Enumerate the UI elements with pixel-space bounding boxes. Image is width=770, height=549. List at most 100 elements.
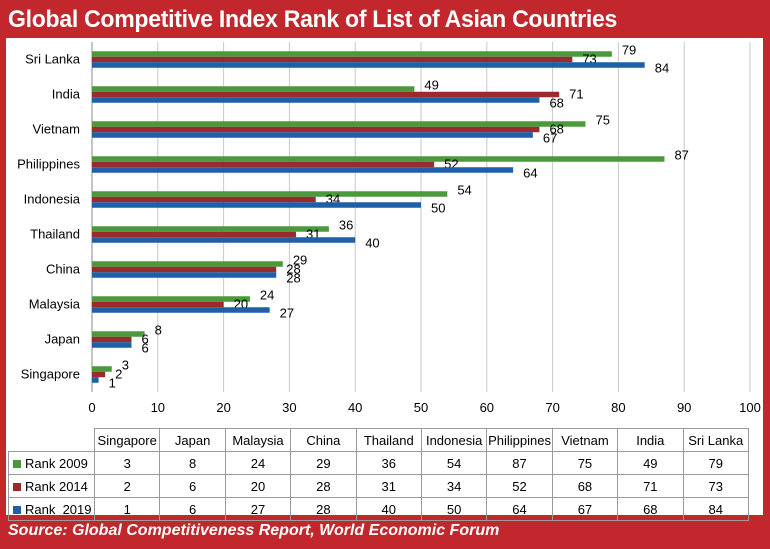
x-tick-label: 20 xyxy=(216,400,230,415)
table-column-header: Japan xyxy=(159,428,226,452)
data-label: 29 xyxy=(293,252,307,267)
data-table: Singapore Japan Malaysia China Thailand Indon… xyxy=(8,428,749,521)
data-label: 75 xyxy=(596,112,610,127)
table-column-header: Singapore xyxy=(93,428,161,452)
x-tick-label: 70 xyxy=(545,400,559,415)
bar xyxy=(92,86,415,92)
source-note: Source: Global Competitiveness Report, W… xyxy=(8,522,500,539)
data-label: 27 xyxy=(280,305,294,320)
y-category-label: Sri Lanka xyxy=(25,52,81,67)
bar xyxy=(92,296,250,302)
table-header-row: Singapore Japan Malaysia China Thailand Indon… xyxy=(8,428,749,452)
bar xyxy=(92,97,540,103)
bar xyxy=(92,126,540,133)
x-tick-label: 100 xyxy=(739,400,761,415)
x-tick-label: 90 xyxy=(677,400,691,415)
table-cell: 40 xyxy=(355,497,422,521)
data-label: 49 xyxy=(424,77,438,92)
bar xyxy=(92,226,329,232)
table-corner xyxy=(8,428,95,452)
bar xyxy=(92,231,296,238)
bar xyxy=(92,301,224,308)
y-category-label: Philippines xyxy=(17,157,80,172)
table-cell: 34 xyxy=(420,474,488,498)
data-label: 3 xyxy=(122,357,129,372)
data-label: 40 xyxy=(365,235,379,250)
table-column-header: Philippines xyxy=(486,428,553,452)
bar xyxy=(92,196,316,203)
data-label: 68 xyxy=(549,121,563,136)
bar xyxy=(92,237,356,243)
x-tick-label: 80 xyxy=(611,400,625,415)
table-cell: 67 xyxy=(551,497,619,521)
data-label: 1 xyxy=(109,375,116,390)
y-category-label: Singapore xyxy=(21,367,80,382)
data-label: 28 xyxy=(286,270,300,285)
table-column-header: Sri Lanka xyxy=(682,428,749,452)
data-label: 67 xyxy=(543,130,557,145)
table-column-header: India xyxy=(617,428,684,452)
legend-entry: Rank 2014 xyxy=(8,474,95,498)
table-column-header: Indonesia xyxy=(420,428,488,452)
bar xyxy=(92,167,514,173)
bar xyxy=(92,156,665,162)
table-cell: 1 xyxy=(93,497,161,521)
table-cell: 54 xyxy=(420,451,488,475)
table-row: Rank 2014 2 6 20 28 31 34 52 68 71 73 xyxy=(8,474,749,498)
data-label: 87 xyxy=(674,147,688,162)
y-category-label: Vietnam xyxy=(33,122,80,137)
table-column-header: China xyxy=(290,428,357,452)
table-cell: 50 xyxy=(420,497,488,521)
table-cell: 6 xyxy=(159,497,226,521)
bar xyxy=(92,62,645,68)
table-cell: 71 xyxy=(617,474,684,498)
table-cell: 3 xyxy=(93,451,161,475)
table-cell: 31 xyxy=(355,474,422,498)
bar xyxy=(92,202,421,208)
table-column-header: Thailand xyxy=(355,428,422,452)
x-tick-label: 30 xyxy=(282,400,296,415)
data-label: 50 xyxy=(431,200,445,215)
bar xyxy=(92,371,106,378)
data-label: 6 xyxy=(141,340,148,355)
bar xyxy=(92,56,573,63)
table-cell: 24 xyxy=(224,451,292,475)
table-row: Rank 2019 1 6 27 28 40 50 64 67 68 84 xyxy=(8,497,749,521)
data-label: 8 xyxy=(155,322,162,337)
table-cell: 36 xyxy=(355,451,422,475)
table-cell: 20 xyxy=(224,474,292,498)
bar xyxy=(92,307,270,313)
table-cell: 73 xyxy=(682,474,749,498)
bar xyxy=(92,336,132,343)
y-category-label: Japan xyxy=(45,332,80,347)
data-label: 79 xyxy=(622,42,636,57)
legend-swatch xyxy=(13,482,21,491)
table-cell: 28 xyxy=(290,497,357,521)
bar xyxy=(92,342,132,348)
data-label: 24 xyxy=(260,287,274,302)
data-label: 84 xyxy=(655,60,669,75)
legend-label: Rank 2009 xyxy=(25,455,88,471)
bar xyxy=(92,266,277,273)
data-label: 6 xyxy=(141,331,148,346)
x-tick-label: 0 xyxy=(88,400,95,415)
table-cell: 6 xyxy=(159,474,226,498)
y-category-label: India xyxy=(52,87,81,102)
table-cell: 29 xyxy=(290,451,357,475)
x-tick-label: 10 xyxy=(151,400,165,415)
data-label: 28 xyxy=(286,261,300,276)
table-cell: 8 xyxy=(159,451,226,475)
legend-label: Rank 2014 xyxy=(25,478,88,494)
y-category-label: China xyxy=(46,262,81,277)
data-label: 54 xyxy=(457,182,471,197)
table-cell: 75 xyxy=(551,451,619,475)
legend-label: Rank 2019 xyxy=(25,501,92,517)
bar xyxy=(92,161,435,168)
legend-entry: Rank 2009 xyxy=(8,451,95,475)
bar xyxy=(92,261,283,267)
table-row: Rank 2009 3 8 24 29 36 54 87 75 49 79 xyxy=(8,451,749,475)
table-cell: 2 xyxy=(93,474,161,498)
bar xyxy=(92,331,145,337)
data-label: 64 xyxy=(523,165,537,180)
